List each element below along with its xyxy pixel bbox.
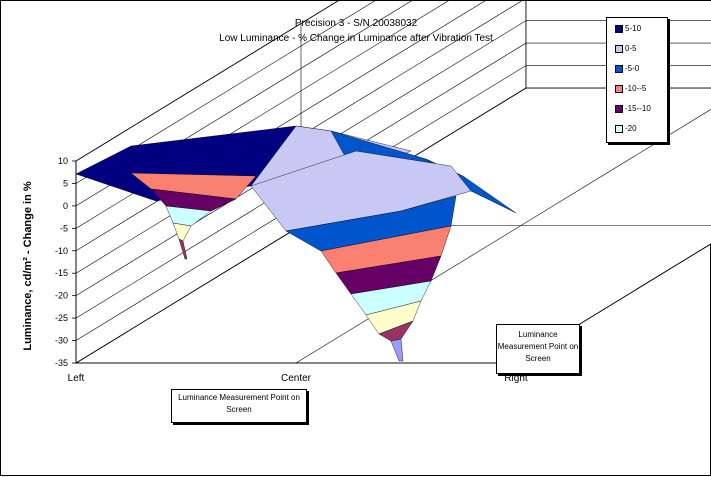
legend-label: -10--5 xyxy=(625,84,647,93)
z-tick-label: -15 xyxy=(55,268,68,278)
legend-swatch xyxy=(615,85,623,93)
legend-swatch xyxy=(615,25,623,33)
chart-title: Precision 3 - S/N 20038032 xyxy=(295,18,418,29)
legend-label: -5-0 xyxy=(625,64,640,73)
y-axis-label: Luminance, cd/m² - Change in % xyxy=(22,181,34,351)
legend: 5-10 0-5 -5-0 -10--5 -15--10 -20 xyxy=(606,17,668,143)
surface-bands xyxy=(75,125,517,362)
depth-axis-line xyxy=(515,243,711,364)
legend-swatch xyxy=(615,125,623,133)
surface-band xyxy=(285,195,457,252)
depth-axis-title: Luminance Measurement Point on Screen xyxy=(497,330,579,363)
x-axis-title-box: Luminance Measurement Point on Screen xyxy=(171,389,307,423)
z-tick-label: -5 xyxy=(60,223,68,233)
z-tick-label: 5 xyxy=(63,178,68,188)
legend-label: -15--10 xyxy=(625,104,651,113)
legend-swatch xyxy=(615,65,623,73)
z-tick-label: 10 xyxy=(58,156,68,166)
gridline xyxy=(75,1,412,207)
z-tick-label: -30 xyxy=(55,336,68,346)
gridline xyxy=(75,65,711,341)
surface-band xyxy=(178,238,188,260)
gridline xyxy=(75,87,711,364)
z-tick-label: 0 xyxy=(63,201,68,211)
x-tick-label: Center xyxy=(281,373,312,384)
legend-label: -20 xyxy=(625,124,637,133)
chart-subtitle: Low Luminance - % Change in Luminance af… xyxy=(219,33,493,44)
z-tick-label: -35 xyxy=(55,358,68,368)
z-tick-label: -10 xyxy=(55,246,68,256)
z-tick-label: -20 xyxy=(55,291,68,301)
legend-swatch xyxy=(615,45,623,53)
gridline xyxy=(75,42,711,319)
legend-label: 0-5 xyxy=(625,44,637,53)
gridline xyxy=(75,1,339,162)
legend-label: 5-10 xyxy=(625,24,642,33)
z-tick-label: -25 xyxy=(55,313,68,323)
x-tick-label: Right xyxy=(504,373,528,384)
gridline xyxy=(75,1,376,184)
depth-axis-title-box: Luminance Measurement Point on Screen xyxy=(496,324,580,374)
x-tick-label: Left xyxy=(68,373,85,384)
surface-band xyxy=(390,338,404,362)
legend-swatch xyxy=(615,105,623,113)
x-axis-title: Luminance Measurement Point on Screen xyxy=(178,393,300,414)
